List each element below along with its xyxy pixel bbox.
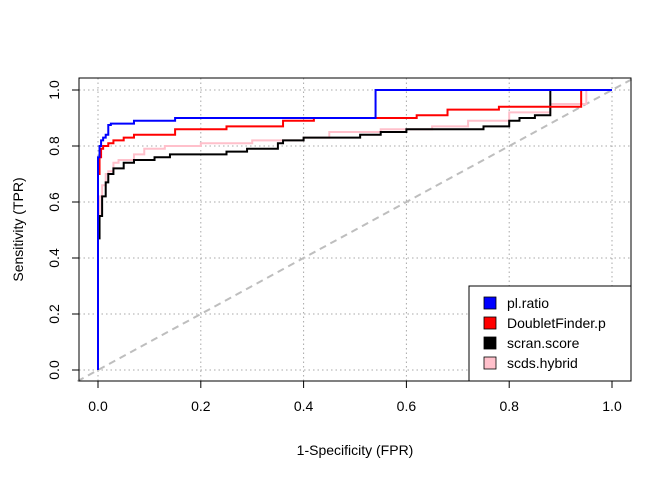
x-axis: 0.0 0.2 0.4 0.6 0.8 1.0 — [88, 380, 622, 414]
x-tick-label: 0.8 — [499, 398, 519, 414]
legend-label: pl.ratio — [507, 295, 549, 311]
legend-swatch — [483, 356, 497, 370]
x-tick-label: 0.4 — [294, 398, 314, 414]
legend-swatch — [483, 336, 497, 350]
legend-label: DoubletFinder.p — [507, 315, 606, 331]
y-tick-label: 0.8 — [46, 136, 62, 156]
x-tick-label: 1.0 — [602, 398, 622, 414]
x-axis-title: 1-Specificity (FPR) — [297, 442, 414, 458]
y-tick-label: 0.4 — [46, 248, 62, 268]
legend-label: scran.score — [507, 335, 580, 351]
roc-curve-doubletfinder-p — [97, 89, 612, 370]
legend: pl.ratio DoubletFinder.p scran.score scds.h… — [468, 285, 632, 382]
x-tick-label: 0.6 — [397, 398, 417, 414]
roc-curve-pl-ratio — [97, 89, 612, 370]
y-tick-label: 0.0 — [46, 360, 62, 380]
diagonal-reference-line — [76, 77, 634, 383]
y-axis-title: Sensitivity (TPR) — [10, 177, 26, 281]
x-tick-label: 0.0 — [88, 398, 108, 414]
legend-swatch — [483, 296, 497, 310]
legend-swatch — [483, 316, 497, 330]
y-axis: 0.0 0.2 0.4 0.6 0.8 1.0 — [46, 80, 80, 380]
y-tick-label: 0.2 — [46, 304, 62, 324]
y-tick-label: 1.0 — [46, 80, 62, 100]
legend-label: scds.hybrid — [507, 355, 578, 371]
roc-curves — [97, 89, 612, 370]
roc-curve-scds-hybrid — [97, 89, 612, 370]
roc-curve-scran-score — [97, 89, 612, 370]
y-tick-label: 0.6 — [46, 192, 62, 212]
x-tick-label: 0.2 — [191, 398, 211, 414]
